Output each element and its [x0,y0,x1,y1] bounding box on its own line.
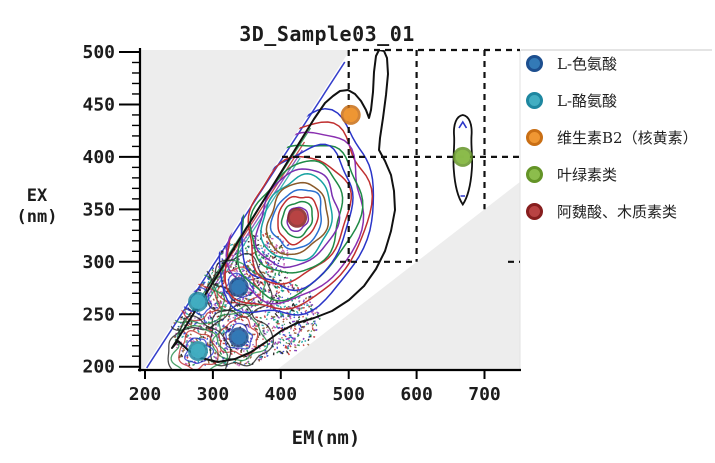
contour-ring [254,168,341,269]
second-order-mask [276,181,520,370]
chart-title: 3D_Sample03_01 [239,22,415,46]
legend-marker-chlorophyll-dot [526,166,543,183]
amino-peak-ring [167,315,232,370]
contour-ring [265,181,330,256]
legend-item-label: L-酪氨酸 [557,92,618,110]
y-tick-label: 450 [82,94,115,115]
marker-l-tyrosine-core [190,343,206,359]
x-axis-label: EM(nm) [291,427,361,449]
y-axis-label-line1: EX [26,186,48,206]
marker-chlorophyll [452,146,473,167]
amino-peak-ring [211,311,269,362]
marker-ferulic-lignin-core [289,210,305,225]
y-axis-label-line2: (nm) [16,207,58,227]
amino-peak-ring [209,303,274,367]
contour-ring [280,200,314,239]
marker-chlorophyll-core [455,149,470,165]
x-tick-label: 600 [400,384,433,405]
marker-l-tryptophan-core [231,330,246,345]
axes: 200 300 400 500 600 700 500 450 400 350 300 250 200 [82,42,521,405]
y-tick-label: 300 [82,252,115,273]
contour-ring [277,195,320,246]
amino-peak-ring [212,259,267,312]
y-tick-label: 200 [82,357,115,378]
legend-item-vitamin-b2: 维生素B2（核黄素） [526,119,712,156]
gray-masks [140,50,520,370]
legend: L-色氨酸 L-酪氨酸 维生素B2（核黄素） 叶绿素类 阿魏酸、木质素类 [526,45,712,230]
marker-l-tryptophan [228,327,249,348]
x-tick-label: 400 [265,384,298,405]
y-tick-label: 250 [82,304,115,325]
marker-l-tryptophan-core [231,279,246,295]
legend-marker-ferulic-lignin-dot [526,203,543,220]
legend-marker-tryptophan-dot [526,55,543,72]
marker-l-tyrosine [188,341,208,361]
chlorophyll-contour [452,114,474,207]
legend-item-tryptophan: L-色氨酸 [526,45,712,82]
legend-item-tyrosine: L-酪氨酸 [526,82,712,119]
x-tick-label: 300 [197,384,230,405]
legend-item-chlorophyll: 叶绿素类 [526,156,712,193]
legend-item-ferulic-lignin: 阿魏酸、木质素类 [526,193,712,230]
legend-item-label: L-色氨酸 [557,55,618,73]
rayleigh-band-line [206,157,301,303]
marker-l-tryptophan [228,277,249,297]
chlorophyll-inner-mark [458,120,468,129]
contour-ring [249,159,344,274]
contour-ring [247,155,352,285]
x-tick-label: 500 [332,384,365,405]
y-tick-label: 500 [82,42,115,63]
marker-ferulic-lignin [287,207,308,228]
legend-marker-tyrosine-dot [526,92,543,109]
chlorophyll-peak-outline [452,114,474,207]
y-axis-label: EX (nm) [8,186,66,228]
x-tick-label: 700 [468,384,501,405]
contour-ring [260,172,333,262]
y-tick-label: 400 [82,147,115,168]
dashed-guides [282,48,520,263]
amino-peak-ring [178,330,219,370]
amino-peak-ring [224,322,254,350]
x-tick-label: 200 [129,384,162,405]
outer-contour-black [171,50,396,363]
marker-vitamin-b2-core [343,107,358,123]
contour-ring [269,188,322,250]
plot-markers [188,104,473,361]
amino-peak-ring [183,337,215,365]
rayleigh-mask [140,50,350,370]
marker-l-tyrosine-core [190,294,206,309]
legend-item-label: 叶绿素类 [557,166,618,184]
legend-marker-vitamin-b2-dot [526,129,543,146]
y-tick-label: 350 [82,199,115,220]
marker-l-tyrosine [188,291,208,312]
legend-item-label: 维生素B2（核黄素） [557,129,698,147]
legend-item-label: 阿魏酸、木质素类 [557,203,678,221]
marker-vitamin-b2 [340,104,361,125]
